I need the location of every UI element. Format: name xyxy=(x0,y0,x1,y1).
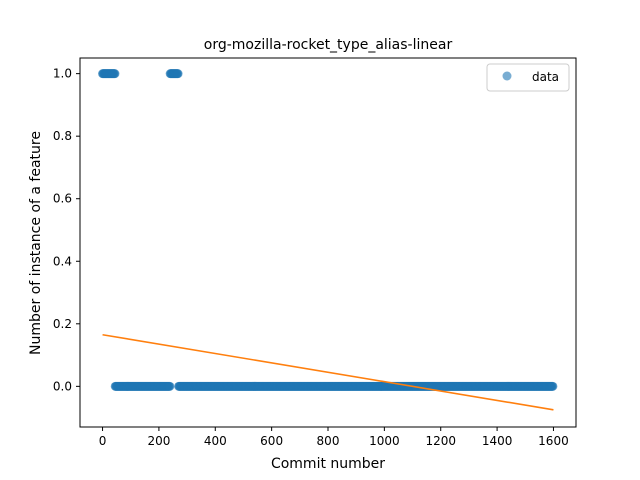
chart-title: org-mozilla-rocket_type_alias-linear xyxy=(204,37,453,53)
x-tick-label: 1400 xyxy=(482,434,513,448)
x-tick-label: 400 xyxy=(204,434,227,448)
data-point xyxy=(548,381,558,391)
x-axis: 0 200 400 600 800 1000 1200 1400 1600 xyxy=(99,427,569,448)
fit-line xyxy=(102,333,554,411)
data-point xyxy=(165,381,175,391)
scatter-series-data xyxy=(98,69,558,391)
x-tick-label: 600 xyxy=(260,434,283,448)
y-tick-label: 0.4 xyxy=(53,254,72,268)
y-axis-label: Number of instance of a feature xyxy=(28,131,44,355)
x-tick-label: 1200 xyxy=(425,434,456,448)
y-tick-label: 0.0 xyxy=(53,379,72,393)
data-point xyxy=(110,69,120,79)
legend-box xyxy=(486,63,570,92)
y-tick-label: 0.8 xyxy=(53,129,72,143)
plot-area xyxy=(79,57,577,428)
data-point xyxy=(173,69,183,79)
legend: data xyxy=(486,63,570,92)
x-axis-label: Commit number xyxy=(271,456,385,472)
y-tick-label: 0.2 xyxy=(53,317,72,331)
legend-label-data: data xyxy=(532,70,559,84)
y-tick-label: 0.6 xyxy=(53,192,72,206)
y-axis: 0.0 0.2 0.4 0.6 0.8 1.0 xyxy=(53,67,80,393)
y-tick-label: 1.0 xyxy=(53,67,72,81)
x-tick-label: 0 xyxy=(99,434,107,448)
x-tick-label: 1000 xyxy=(369,434,400,448)
legend-marker-data xyxy=(502,71,512,81)
x-tick-label: 800 xyxy=(317,434,340,448)
x-tick-label: 200 xyxy=(147,434,170,448)
x-tick-label: 1600 xyxy=(538,434,569,448)
